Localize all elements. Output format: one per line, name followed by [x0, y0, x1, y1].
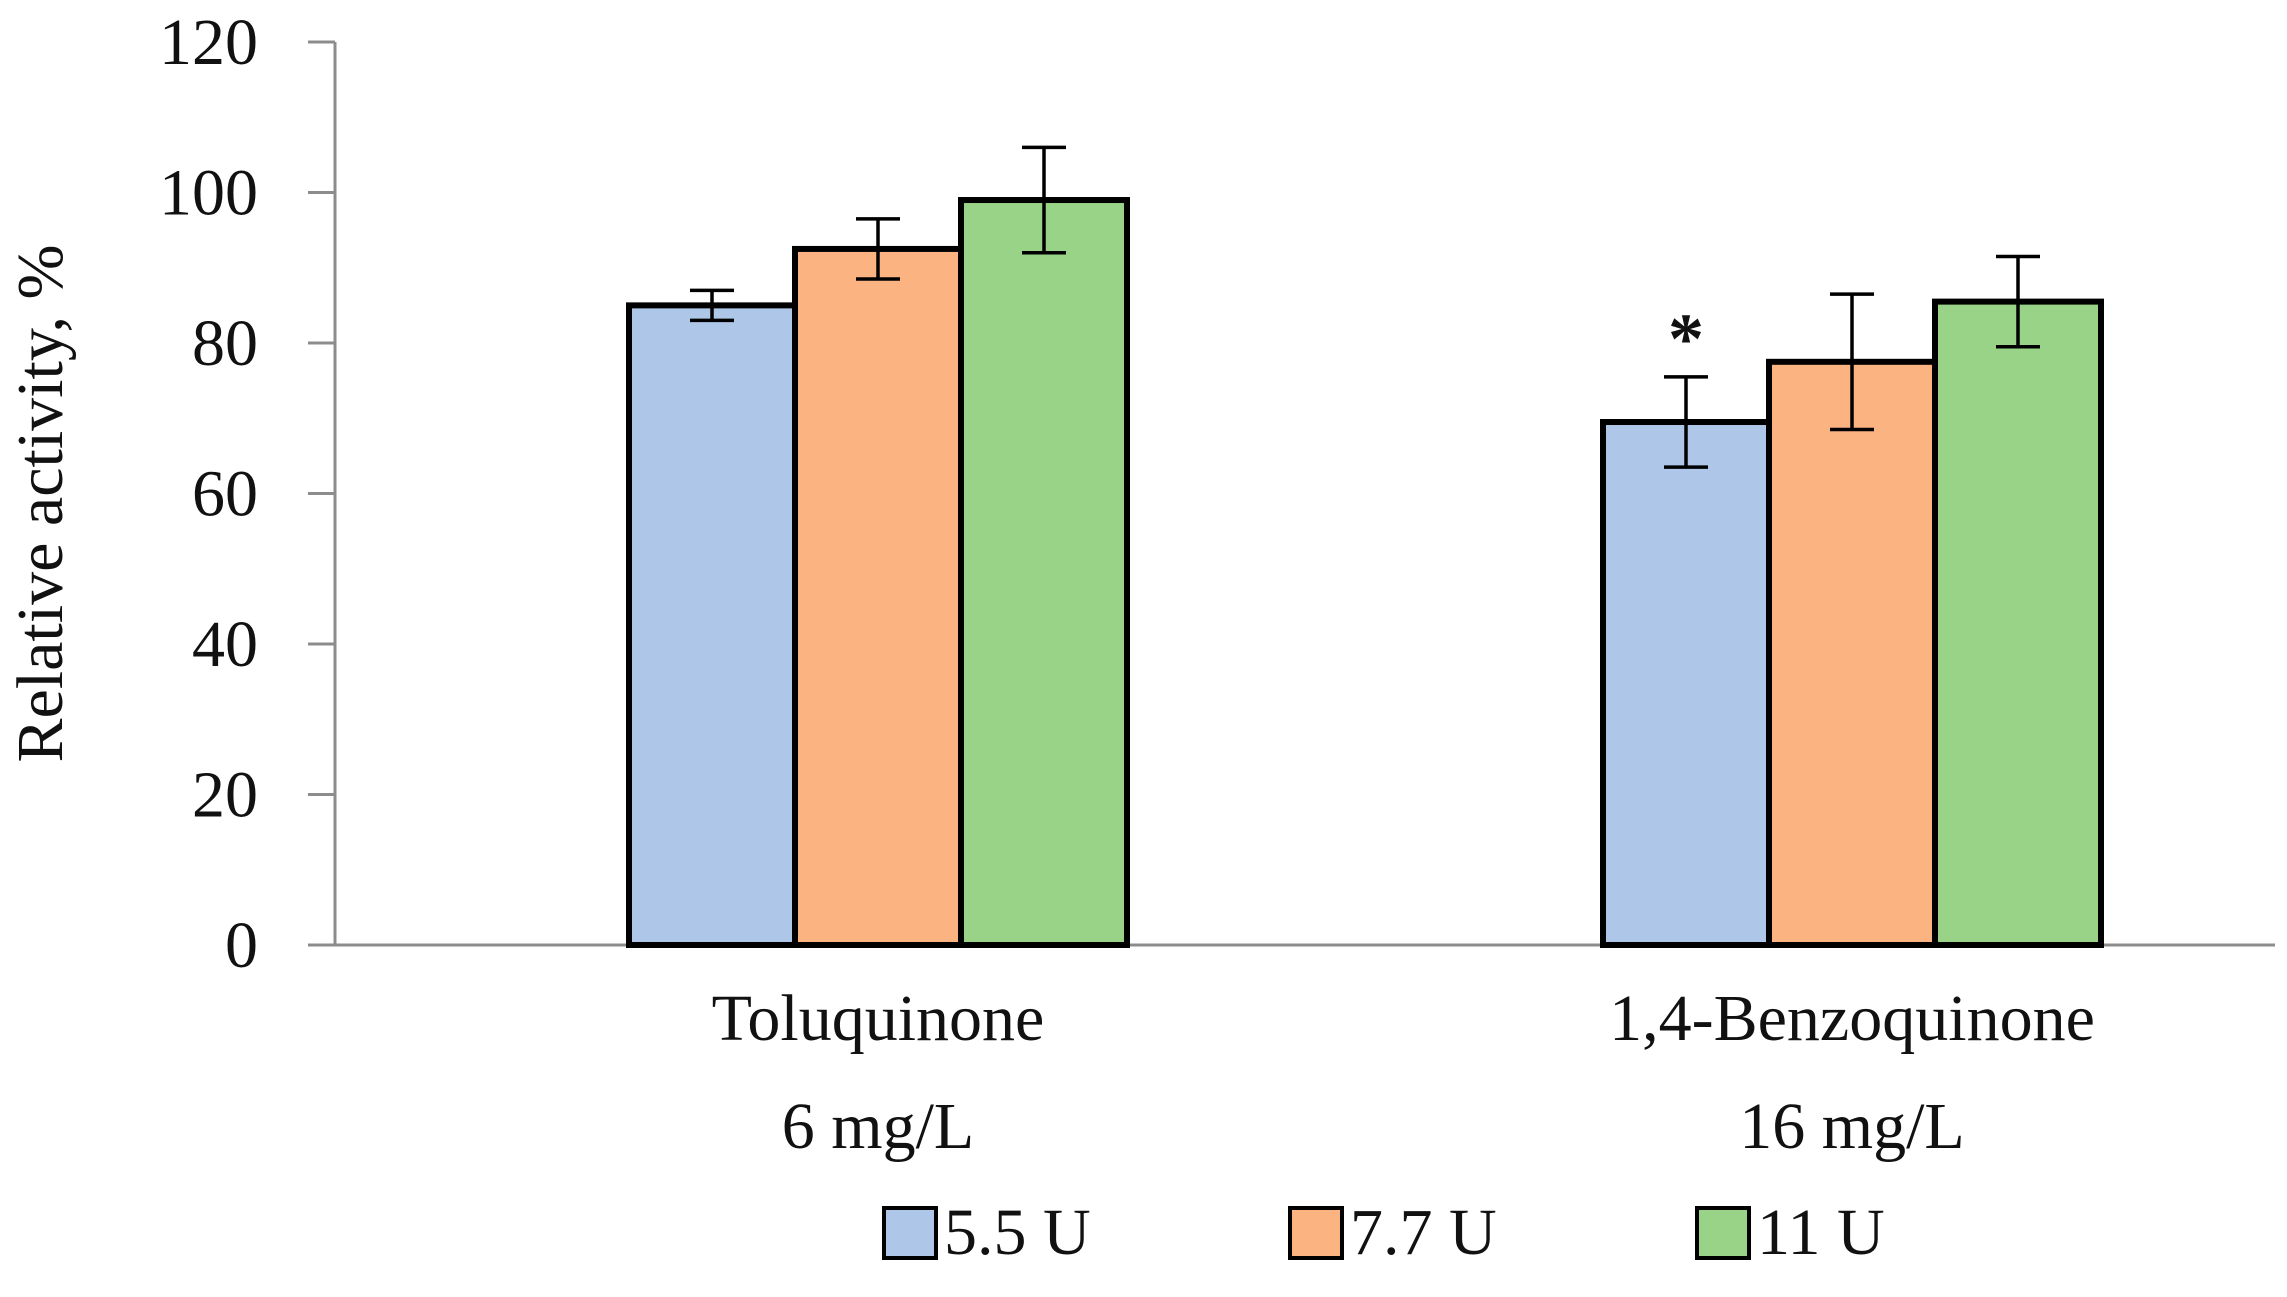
category-label-line2: 6 mg/L [782, 1090, 975, 1163]
legend-label-2: 7.7 U [1350, 1196, 1497, 1269]
y-tick-label: 100 [159, 157, 258, 230]
bar-5.5-u-2 [1600, 419, 1772, 948]
category-label-line1: Toluquinone [712, 982, 1045, 1055]
y-tick-label: 120 [159, 6, 258, 79]
legend-swatch-2 [1288, 1206, 1344, 1260]
y-tick-label: 60 [192, 458, 258, 531]
labels: 0 20 40 60 80 100 120 Relative activity, % Toluq… [4, 6, 2095, 1163]
bar-11-u-2 [1932, 298, 2104, 948]
bars [626, 197, 2104, 948]
legend-label-1: 5.5 U [944, 1196, 1091, 1269]
y-tick-label: 80 [192, 307, 258, 380]
legend: 5.5 U 7.7 U 11 U [882, 1196, 1885, 1269]
legend-swatch-1 [882, 1206, 938, 1260]
legend-swatch-3 [1695, 1206, 1751, 1260]
y-tick-label: 40 [192, 608, 258, 681]
bar-5.5-u-1 [626, 302, 798, 948]
significance-asterisk: * [1668, 299, 1704, 379]
legend-label-3: 11 U [1757, 1196, 1885, 1269]
category-label-line2: 16 mg/L [1739, 1090, 1965, 1163]
y-tick-label: 20 [192, 759, 258, 832]
bar-11-u-1 [958, 197, 1130, 948]
category-label-line1: 1,4-Benzoquinone [1609, 982, 2095, 1055]
error-bars [690, 145, 2040, 469]
y-axis-title: Relative activity, % [4, 244, 77, 762]
bar-7.7-u-1 [792, 245, 964, 948]
y-tick-label: 0 [225, 909, 258, 982]
bar-7.7-u-2 [1766, 358, 1938, 948]
